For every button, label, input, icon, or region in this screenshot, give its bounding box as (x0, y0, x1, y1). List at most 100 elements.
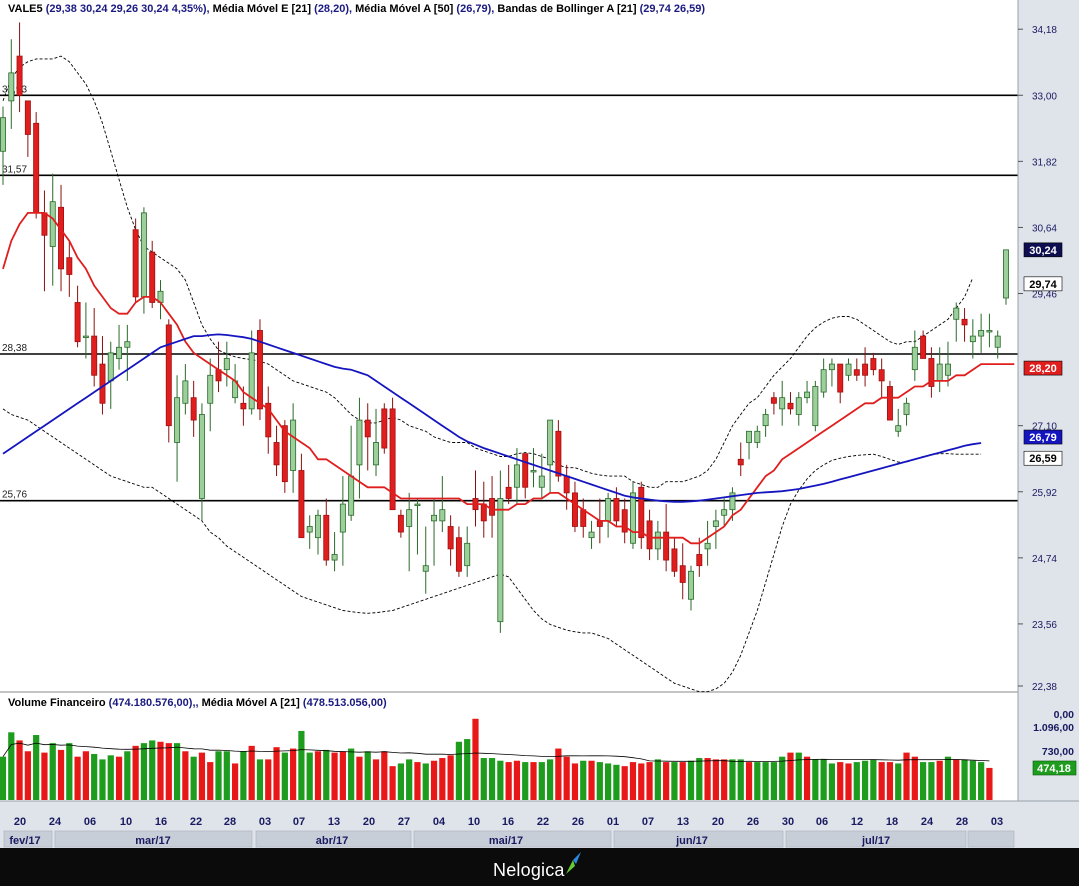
volume-bar (348, 748, 355, 800)
candle-body (480, 503, 487, 522)
volume-bar (886, 762, 894, 800)
candle (99, 336, 106, 415)
candle-body (638, 486, 645, 539)
date-axis[interactable]: 20 24 06 10 16 22 28 03 07 13 20 27 04 10 16 22 26 01 07 13… (0, 800, 1079, 848)
volume-bar (580, 760, 587, 800)
price-axis: 34,18 33,00 31,82 30,64 29,46 27,10 25,92 24,74… (1017, 0, 1079, 828)
candle-body (455, 537, 462, 572)
volume-bar (787, 752, 794, 800)
volume-bar (721, 759, 728, 800)
candle-body (729, 492, 736, 511)
price-badge-bg (1023, 429, 1063, 445)
candle-body (770, 397, 777, 404)
day-label: 06 (816, 816, 828, 828)
candle-body (837, 363, 844, 393)
candle (588, 520, 595, 549)
volume-bar (953, 759, 960, 800)
candle (165, 319, 172, 443)
candle-body (588, 531, 595, 539)
candle-body (497, 498, 504, 623)
candle (132, 218, 139, 303)
candle-body (688, 570, 694, 600)
candle-body (397, 514, 404, 533)
candle-body (812, 386, 819, 427)
volume-bar (671, 762, 678, 800)
candle (770, 392, 777, 415)
candle (895, 408, 902, 437)
candle-body (33, 122, 40, 214)
candle (323, 498, 330, 566)
candle (505, 464, 512, 505)
candle-body (406, 509, 413, 527)
price-tick-label: 29,46 (1032, 290, 1057, 301)
volume-bar (265, 759, 272, 800)
month-segment (967, 830, 1015, 848)
footer-bar (0, 848, 1079, 886)
candle (124, 324, 131, 381)
candle-body (82, 335, 89, 338)
candle-body (679, 565, 686, 583)
candle-body (182, 380, 189, 404)
horizontal-line-label: 25,76 (2, 490, 27, 501)
volume-bar (16, 740, 23, 800)
horizontal-line-label: 32,93 (2, 84, 27, 95)
day-label: 28 (224, 816, 236, 828)
candle (248, 330, 255, 415)
volume-bar (231, 763, 239, 800)
candle (837, 363, 844, 404)
candle-body (74, 302, 81, 343)
candle-body (945, 363, 951, 376)
candle (447, 515, 454, 566)
candle (414, 498, 421, 555)
candle-body (605, 498, 612, 522)
month-segment (785, 830, 967, 848)
volume-bar (936, 760, 943, 800)
candle-body (49, 201, 56, 247)
volume-bar (497, 760, 504, 800)
candle (273, 425, 280, 477)
volume-bar (439, 758, 446, 800)
month-segment (413, 830, 612, 848)
candle-body (754, 430, 761, 443)
volume-bar (480, 758, 487, 800)
day-label: 22 (537, 816, 549, 828)
price-tick-label: 27,10 (1032, 422, 1057, 433)
day-label: 20 (14, 816, 26, 828)
volume-bar (704, 758, 711, 800)
candle-body (878, 369, 885, 382)
candle (746, 430, 753, 460)
volume-bar (306, 752, 313, 800)
volume-bar (878, 762, 885, 800)
volume-bar (712, 759, 719, 800)
candle-body (704, 542, 711, 550)
candle-body (348, 475, 355, 516)
volume-bar (173, 743, 181, 800)
candle-body (547, 419, 554, 466)
volume-tick-label: 1.096,00 (1033, 722, 1074, 734)
volume-bar (356, 756, 363, 800)
candle (920, 330, 927, 359)
day-label: 28 (956, 816, 968, 828)
day-label: 20 (712, 816, 724, 828)
candle (886, 380, 893, 421)
volume-tick-label: 0,00 (1054, 709, 1075, 721)
candle (174, 375, 181, 482)
candle (878, 358, 885, 398)
volume-bar (323, 749, 330, 800)
volume-bar (654, 759, 661, 800)
candle-body (779, 397, 786, 410)
volume-bar (99, 759, 106, 800)
candle-body (513, 464, 520, 488)
volume-bar (629, 762, 637, 800)
day-label: 12 (851, 816, 863, 828)
volume-bar (969, 760, 976, 800)
candle-body (886, 386, 893, 421)
candle (621, 498, 628, 544)
candle-body (538, 475, 545, 488)
day-label: 22 (190, 816, 202, 828)
volume-bar (447, 755, 454, 800)
candle (630, 481, 636, 549)
candle-body (621, 509, 628, 533)
volume-bar (488, 758, 496, 800)
price-tick-label: 22,38 (1032, 682, 1057, 693)
